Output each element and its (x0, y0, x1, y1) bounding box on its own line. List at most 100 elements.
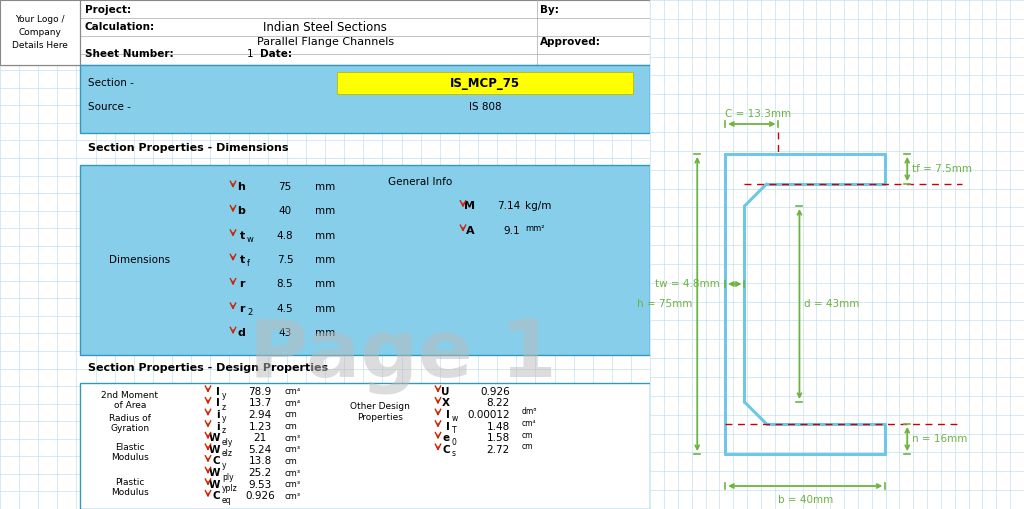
Text: I: I (216, 399, 220, 408)
Text: tf = 7.5mm: tf = 7.5mm (912, 164, 972, 174)
Text: A: A (466, 226, 475, 236)
Text: cm: cm (285, 422, 298, 431)
Text: h: h (238, 182, 245, 192)
Text: y: y (222, 391, 226, 400)
Text: 8.5: 8.5 (276, 279, 293, 289)
Text: Plastic
Modulus: Plastic Modulus (112, 478, 148, 497)
Text: I: I (446, 410, 450, 420)
Text: s: s (452, 449, 456, 458)
Text: tw = 4.8mm: tw = 4.8mm (655, 279, 720, 289)
Text: t: t (240, 231, 245, 241)
Bar (0, 0, 650, 65)
Text: mm: mm (315, 279, 335, 289)
Text: n = 16mm: n = 16mm (912, 434, 968, 444)
Text: mm: mm (315, 206, 335, 216)
Text: y: y (222, 461, 226, 470)
Text: 9.53: 9.53 (249, 479, 271, 490)
Text: 13.7: 13.7 (249, 399, 271, 408)
Text: Approved:: Approved: (540, 37, 600, 47)
Text: Sheet Number:: Sheet Number: (85, 49, 174, 59)
Text: X: X (442, 399, 450, 408)
Text: b: b (238, 206, 245, 216)
Bar (80, 383, 650, 509)
Text: C: C (442, 445, 450, 455)
Text: 9.1: 9.1 (504, 226, 520, 236)
Text: 0.00012: 0.00012 (467, 410, 510, 420)
Text: 78.9: 78.9 (249, 387, 271, 397)
Text: cm³: cm³ (285, 492, 301, 501)
Text: 0.926: 0.926 (245, 491, 274, 501)
Text: 7.5: 7.5 (276, 255, 293, 265)
Text: Section Properties - Design Properties: Section Properties - Design Properties (88, 363, 328, 373)
Text: mm²: mm² (525, 224, 545, 233)
Bar (337, 72, 633, 94)
Text: 2nd Moment
of Area: 2nd Moment of Area (101, 391, 159, 410)
Text: Section Properties - Dimensions: Section Properties - Dimensions (88, 143, 289, 153)
Text: IS 808: IS 808 (469, 102, 501, 112)
Text: Dimensions: Dimensions (110, 255, 171, 265)
Text: U: U (441, 387, 450, 397)
Text: 21: 21 (253, 433, 266, 443)
Text: eq: eq (222, 496, 231, 505)
Text: 75: 75 (279, 182, 292, 192)
Text: mm: mm (315, 304, 335, 314)
Text: C: C (212, 491, 220, 501)
Text: cm: cm (285, 410, 298, 419)
Text: W: W (209, 479, 220, 490)
Text: Parallel Flange Channels: Parallel Flange Channels (257, 37, 393, 47)
Text: Other Design
Properties: Other Design Properties (350, 402, 410, 422)
Text: t: t (240, 255, 245, 265)
Text: W: W (209, 468, 220, 478)
Text: cm³: cm³ (285, 469, 301, 477)
Text: mm: mm (315, 182, 335, 192)
Text: 13.8: 13.8 (249, 457, 271, 466)
Text: cm: cm (522, 431, 534, 440)
Text: Calculation:: Calculation: (85, 22, 155, 32)
Text: yplz: yplz (222, 484, 238, 493)
Text: r: r (240, 304, 245, 314)
Text: z: z (222, 426, 226, 435)
Text: 8.22: 8.22 (486, 399, 510, 408)
Text: cm⁴: cm⁴ (285, 399, 301, 408)
Text: I: I (446, 421, 450, 432)
Text: I: I (216, 387, 220, 397)
Text: M: M (464, 202, 475, 211)
Text: cm⁴: cm⁴ (522, 419, 537, 428)
Bar (80, 65, 650, 133)
Text: W: W (209, 433, 220, 443)
Text: Your Logo /
Company
Details Here: Your Logo / Company Details Here (12, 15, 68, 50)
Text: 5.24: 5.24 (249, 445, 271, 455)
Text: W: W (209, 445, 220, 455)
Text: w: w (452, 414, 459, 423)
Text: cm: cm (522, 442, 534, 451)
Text: 0.926: 0.926 (480, 387, 510, 397)
Text: cm: cm (285, 457, 298, 466)
Text: i: i (216, 410, 220, 420)
Text: Date:: Date: (260, 49, 292, 59)
Text: mm: mm (315, 328, 335, 338)
Text: 1: 1 (247, 49, 254, 59)
Text: d: d (238, 328, 245, 338)
Text: 43: 43 (279, 328, 292, 338)
Text: mm: mm (315, 255, 335, 265)
Text: 7.14: 7.14 (497, 202, 520, 211)
Text: ply: ply (222, 472, 233, 482)
Text: b = 40mm: b = 40mm (777, 495, 833, 505)
Text: r: r (240, 279, 245, 289)
Text: Project:: Project: (85, 5, 131, 15)
Text: C: C (212, 457, 220, 466)
Text: 1.23: 1.23 (249, 421, 271, 432)
Text: d = 43mm: d = 43mm (805, 299, 860, 309)
Text: 4.5: 4.5 (276, 304, 293, 314)
Text: Indian Steel Sections: Indian Steel Sections (263, 20, 387, 34)
Text: Section -: Section - (88, 78, 134, 88)
Text: w: w (247, 235, 254, 244)
Text: 1.58: 1.58 (486, 433, 510, 443)
Text: dm⁶: dm⁶ (522, 407, 538, 416)
Text: 40: 40 (279, 206, 292, 216)
Text: cm³: cm³ (285, 445, 301, 455)
Text: Elastic
Modulus: Elastic Modulus (112, 443, 148, 462)
Text: mm: mm (315, 231, 335, 241)
Bar (80, 165, 650, 355)
Text: General Info: General Info (388, 177, 453, 187)
